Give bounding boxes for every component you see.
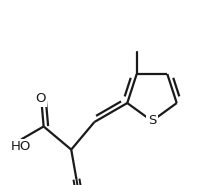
Text: HO: HO bbox=[11, 140, 31, 154]
Text: S: S bbox=[148, 115, 156, 127]
Text: O: O bbox=[35, 92, 45, 105]
